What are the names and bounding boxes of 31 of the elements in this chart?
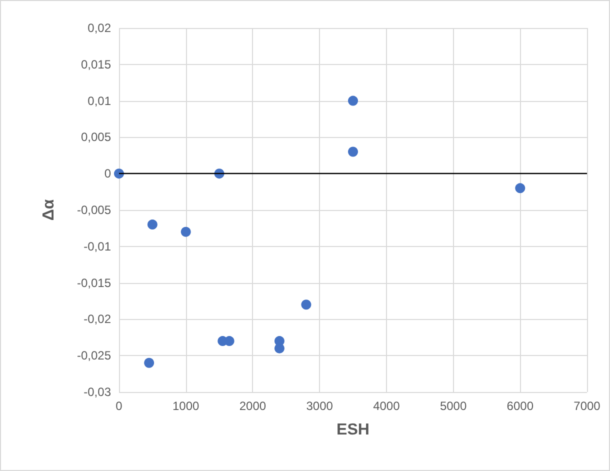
x-tick-label: 4000 — [373, 399, 400, 413]
y-axis-title: Δα — [40, 199, 58, 221]
x-tick-label: 6000 — [506, 399, 534, 413]
x-tick-label: 5000 — [440, 399, 467, 413]
point — [114, 168, 124, 179]
y-tick-label: -0,03 — [84, 385, 112, 399]
y-tick-label: 0,01 — [88, 94, 112, 108]
point — [147, 220, 158, 230]
y-tick-label: 0,015 — [80, 57, 112, 72]
x-tick-label: 3000 — [306, 399, 334, 413]
y-tick-label: 0,02 — [88, 21, 112, 35]
point — [180, 226, 191, 237]
x-tick-label: 2000 — [239, 399, 266, 413]
x-tick-label: 1000 — [172, 399, 200, 413]
x-tick-label: 0 — [116, 399, 123, 413]
y-tick-label: -0,025 — [76, 348, 112, 363]
y-tick-label: -0,01 — [84, 239, 112, 254]
point — [301, 300, 312, 310]
point — [144, 358, 154, 368]
y-tick-label: -0,02 — [84, 312, 112, 326]
y-tick-label: 0 — [104, 166, 112, 181]
point — [348, 146, 358, 157]
point — [348, 96, 358, 106]
y-tick-label: -0,005 — [76, 203, 112, 217]
point — [224, 336, 234, 346]
x-tick-label: 7000 — [574, 399, 601, 413]
y-tick-label: -0,015 — [76, 276, 112, 290]
point — [515, 183, 526, 194]
x-axis-title: ESH — [336, 422, 370, 438]
point — [274, 343, 284, 354]
y-tick-label: 0,005 — [80, 130, 112, 144]
